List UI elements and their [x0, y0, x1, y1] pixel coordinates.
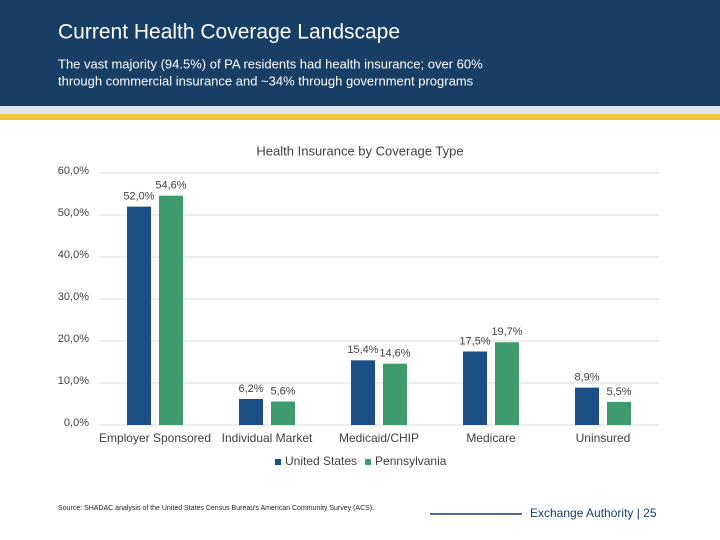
value-label: 52,0% — [123, 191, 154, 203]
legend-swatch — [275, 459, 281, 465]
x-tick-label: Medicaid/CHIP — [339, 431, 419, 445]
chart-title: Health Insurance by Coverage Type — [256, 143, 463, 158]
bar — [575, 387, 599, 425]
legend-label: Pennsylvania — [375, 454, 447, 468]
bar — [607, 401, 631, 425]
value-label: 54,6% — [155, 180, 186, 192]
source-note: Source: SHADAC analysis of the United St… — [58, 505, 374, 512]
bar — [495, 342, 519, 425]
subtitle-line: through commercial insurance and ~34% th… — [58, 73, 474, 88]
value-label: 15,4% — [347, 344, 378, 356]
y-tick-label: 0,0% — [64, 417, 89, 429]
bar — [463, 351, 487, 425]
bar — [127, 206, 151, 425]
value-label: 19,7% — [491, 326, 522, 338]
value-label: 14,6% — [379, 348, 410, 360]
y-tick-label: 10,0% — [58, 375, 89, 387]
accent-stripe — [0, 114, 720, 120]
value-label: 8,9% — [574, 372, 599, 384]
value-label: 5,6% — [270, 385, 295, 397]
value-label: 5,5% — [606, 386, 631, 398]
y-tick-label: 60,0% — [58, 165, 89, 177]
bar — [383, 363, 407, 425]
x-tick-label: Individual Market — [222, 431, 313, 445]
x-tick-label: Uninsured — [576, 431, 631, 445]
y-tick-label: 40,0% — [58, 249, 89, 261]
header-band — [0, 0, 720, 106]
y-tick-label: 50,0% — [58, 207, 89, 219]
bar — [239, 398, 263, 425]
y-tick-label: 20,0% — [58, 333, 89, 345]
x-tick-label: Employer Sponsored — [99, 431, 211, 445]
bar — [271, 401, 295, 425]
slide-title: Current Health Coverage Landscape — [58, 21, 400, 44]
subtitle-line: The vast majority (94.5%) of PA resident… — [58, 56, 483, 71]
bar — [159, 195, 183, 425]
value-label: 17,5% — [459, 335, 490, 347]
legend-label: United States — [285, 454, 357, 468]
header-shadow — [0, 106, 720, 114]
y-tick-label: 30,0% — [58, 291, 89, 303]
footer-page: Exchange Authority | 25 — [530, 506, 657, 520]
x-tick-label: Medicare — [466, 431, 516, 445]
value-label: 6,2% — [238, 383, 263, 395]
bar — [351, 360, 375, 425]
legend-swatch — [365, 459, 372, 465]
